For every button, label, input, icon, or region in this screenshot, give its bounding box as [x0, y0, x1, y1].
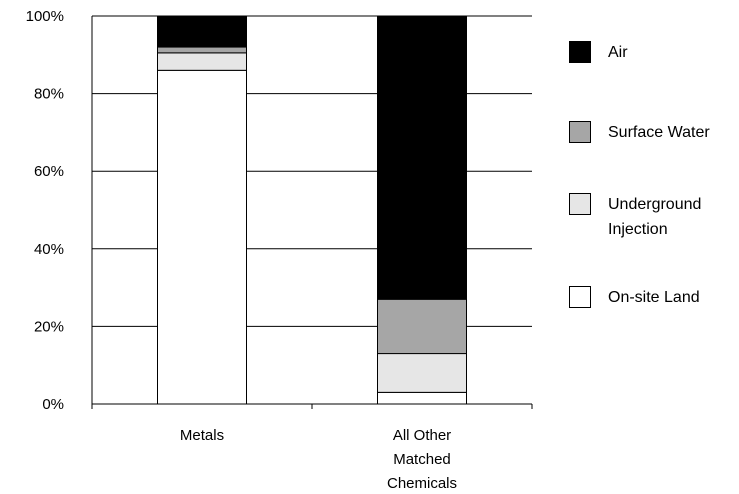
legend-item: On-site Land	[569, 285, 700, 310]
x-tick-label: Metals	[180, 427, 224, 444]
x-tick-label: All Other Matched Chemicals	[387, 427, 457, 492]
legend-item: Air	[569, 40, 628, 65]
bar-surface-water	[157, 46, 247, 54]
legend-item: Underground Injection	[569, 192, 701, 242]
legend: Air Surface Water Underground Injection On-…	[569, 0, 739, 494]
bar-underground-injection	[157, 52, 247, 71]
legend-swatch	[569, 193, 591, 215]
legend-item: Surface Water	[569, 120, 710, 145]
bar-underground-injection	[377, 353, 467, 393]
bar-on-site-land	[377, 391, 467, 405]
bar-air	[157, 15, 247, 48]
legend-swatch	[569, 286, 591, 308]
legend-label: Underground Injection	[608, 196, 702, 238]
y-tick-label: 100%	[26, 8, 64, 25]
legend-label: Surface Water	[608, 124, 710, 141]
bar-on-site-land	[157, 69, 247, 405]
bar-surface-water	[377, 298, 467, 355]
y-tick-label: 80%	[34, 86, 64, 103]
y-tick-label: 20%	[34, 318, 64, 335]
y-tick-label: 60%	[34, 163, 64, 180]
legend-swatch	[569, 121, 591, 143]
stacked-bar-chart: 0% 20% 40% 60% 80% 100% Metals All Other Matched…	[26, 8, 533, 492]
bar-air	[377, 15, 467, 300]
y-tick-label: 0%	[42, 396, 64, 413]
legend-swatch	[569, 41, 591, 63]
y-tick-label: 40%	[34, 241, 64, 258]
legend-label: On-site Land	[608, 289, 700, 306]
legend-label: Air	[608, 44, 628, 61]
